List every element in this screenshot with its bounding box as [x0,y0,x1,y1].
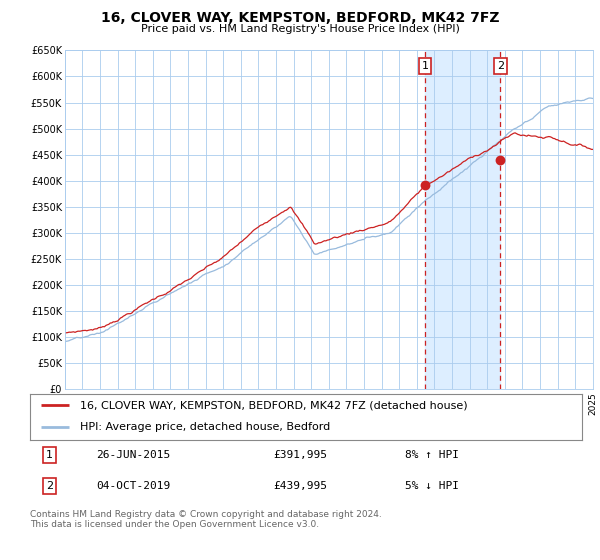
Text: 16, CLOVER WAY, KEMPSTON, BEDFORD, MK42 7FZ (detached house): 16, CLOVER WAY, KEMPSTON, BEDFORD, MK42 … [80,400,467,410]
Text: 2: 2 [46,481,53,491]
Point [420,180,430,189]
Text: Price paid vs. HM Land Registry's House Price Index (HPI): Price paid vs. HM Land Registry's House … [140,24,460,34]
Text: 5% ↓ HPI: 5% ↓ HPI [406,481,460,491]
Text: £439,995: £439,995 [273,481,327,491]
Text: 04-OCT-2019: 04-OCT-2019 [96,481,170,491]
Text: £391,995: £391,995 [273,450,327,460]
Text: 8% ↑ HPI: 8% ↑ HPI [406,450,460,460]
Bar [425,50,500,389]
Text: 26-JUN-2015: 26-JUN-2015 [96,450,170,460]
Text: 1: 1 [421,61,428,71]
Text: 1: 1 [46,450,53,460]
Text: HPI: Average price, detached house, Bedford: HPI: Average price, detached house, Bedf… [80,422,330,432]
Point [496,155,505,164]
Text: 2: 2 [497,61,504,71]
Text: Contains HM Land Registry data © Crown copyright and database right 2024.
This d: Contains HM Land Registry data © Crown c… [30,510,382,529]
Text: 16, CLOVER WAY, KEMPSTON, BEDFORD, MK42 7FZ: 16, CLOVER WAY, KEMPSTON, BEDFORD, MK42 … [101,11,499,25]
